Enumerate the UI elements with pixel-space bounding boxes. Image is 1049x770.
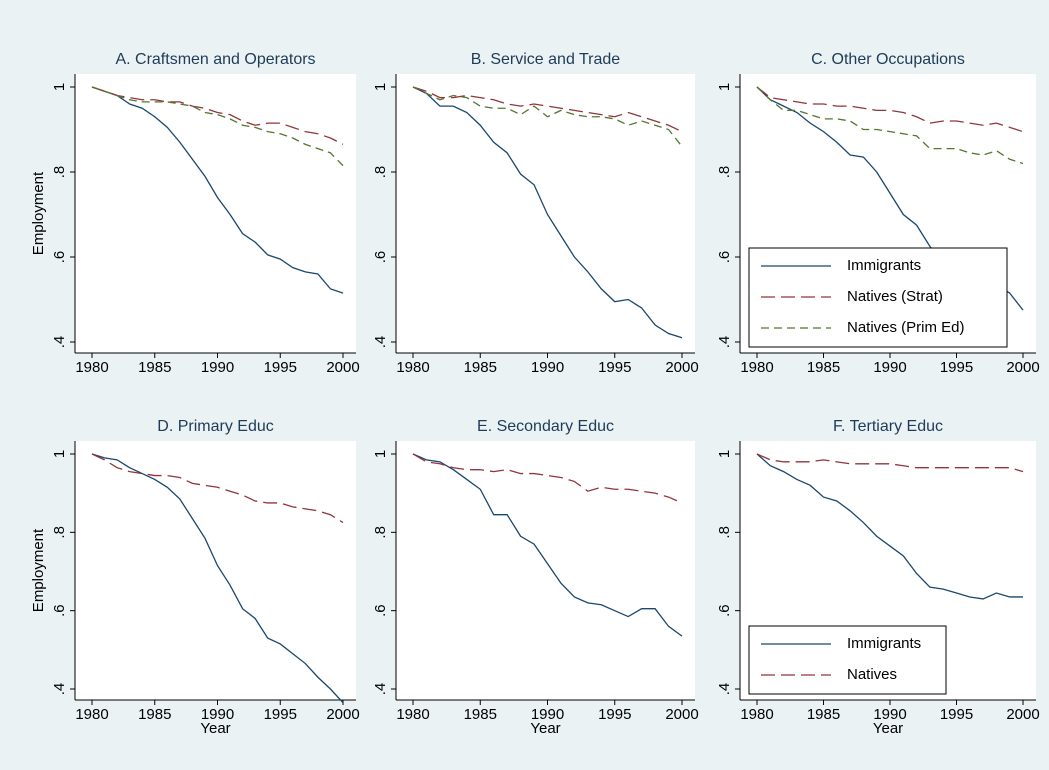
y-axis-label: Employment bbox=[30, 528, 47, 612]
x-tick-label: 1995 bbox=[598, 359, 631, 376]
x-tick-label: 1980 bbox=[75, 359, 108, 376]
x-tick-label: 1985 bbox=[464, 359, 497, 376]
x-tick-label: 1990 bbox=[201, 706, 234, 723]
y-tick-label: .6 bbox=[51, 604, 68, 617]
y-tick-label: .6 bbox=[51, 251, 68, 264]
series-line bbox=[756, 86, 1024, 133]
x-tick-label: 1985 bbox=[138, 706, 171, 723]
x-tick-label: 1995 bbox=[940, 706, 973, 723]
panel: E. Secondary Educ .4 .6 .8 1 1980 1985 1990 1995… bbox=[372, 418, 699, 737]
panel-title: F. Tertiary Educ bbox=[833, 418, 943, 435]
x-axis-label: Year bbox=[200, 720, 230, 737]
panel: F. Tertiary Educ .4 .6 .8 1 1980 1985 1990 1995 2… bbox=[716, 418, 1040, 737]
y-tick-label: .4 bbox=[51, 336, 68, 349]
x-tick-label: 2000 bbox=[665, 359, 698, 376]
series-line bbox=[91, 86, 344, 167]
y-tick-label: .8 bbox=[372, 166, 389, 179]
legend-label: Natives (Prim Ed) bbox=[847, 319, 965, 336]
panel-title: E. Secondary Educ bbox=[477, 418, 614, 435]
series-line bbox=[412, 86, 683, 147]
x-tick-label: 2000 bbox=[326, 359, 359, 376]
x-tick-label: 1980 bbox=[740, 359, 773, 376]
y-tick-label: 1 bbox=[51, 83, 68, 91]
legend: Immigrants Natives (Strat) Natives (Prim E… bbox=[748, 247, 1008, 348]
legend-label: Natives (Strat) bbox=[847, 288, 943, 305]
x-tick-label: 2000 bbox=[326, 706, 359, 723]
series-line bbox=[91, 86, 344, 145]
y-tick-label: 1 bbox=[716, 83, 733, 91]
x-tick-label: 2000 bbox=[1006, 359, 1039, 376]
panel-title: C. Other Occupations bbox=[811, 51, 965, 68]
series-line bbox=[91, 453, 344, 704]
x-tick-label: 1980 bbox=[396, 706, 429, 723]
x-tick-label: 1990 bbox=[531, 359, 564, 376]
series-line bbox=[412, 86, 683, 133]
series-line bbox=[91, 86, 344, 294]
y-tick-label: .6 bbox=[716, 251, 733, 264]
legend-box bbox=[748, 625, 947, 695]
x-tick-label: 1980 bbox=[396, 359, 429, 376]
y-tick-label: 1 bbox=[372, 83, 389, 91]
y-tick-label: 1 bbox=[716, 450, 733, 458]
x-tick-label: 1980 bbox=[75, 706, 108, 723]
x-tick-label: 1985 bbox=[138, 359, 171, 376]
y-tick-label: 1 bbox=[372, 450, 389, 458]
y-tick-label: .8 bbox=[51, 166, 68, 179]
panel: B. Service and Trade .4 .6 .8 1 1980 1985 1990 1… bbox=[372, 51, 699, 376]
y-tick-label: .8 bbox=[716, 166, 733, 179]
legend-label: Immigrants bbox=[847, 257, 921, 274]
legend: Immigrants Natives bbox=[748, 625, 947, 695]
y-tick-label: .6 bbox=[716, 604, 733, 617]
x-tick-label: 1990 bbox=[201, 359, 234, 376]
y-tick-label: .4 bbox=[51, 683, 68, 696]
y-tick-label: .4 bbox=[716, 336, 733, 349]
panel-title: D. Primary Educ bbox=[157, 418, 273, 435]
series-line bbox=[412, 453, 683, 504]
x-tick-label: 1985 bbox=[807, 706, 840, 723]
x-tick-label: 1990 bbox=[873, 706, 906, 723]
x-tick-label: 1995 bbox=[264, 706, 297, 723]
y-tick-label: .8 bbox=[372, 526, 389, 539]
panel: C. Other Occupations .4 .6 .8 1 1980 1985 1990 1… bbox=[716, 51, 1040, 376]
x-axis-label: Year bbox=[530, 720, 560, 737]
series-line bbox=[91, 453, 344, 524]
legend-label: Immigrants bbox=[847, 635, 921, 652]
x-tick-label: 1990 bbox=[531, 706, 564, 723]
y-tick-label: .8 bbox=[716, 526, 733, 539]
panel-title: A. Craftsmen and Operators bbox=[115, 51, 315, 68]
legend-label: Natives bbox=[847, 666, 897, 683]
series-line bbox=[412, 86, 683, 339]
y-tick-label: .4 bbox=[372, 336, 389, 349]
y-tick-label: .6 bbox=[372, 604, 389, 617]
x-tick-label: 2000 bbox=[665, 706, 698, 723]
x-tick-label: 2000 bbox=[1006, 706, 1039, 723]
y-tick-label: 1 bbox=[51, 450, 68, 458]
x-tick-label: 1995 bbox=[940, 359, 973, 376]
x-tick-label: 1985 bbox=[464, 706, 497, 723]
x-axis-label: Year bbox=[873, 720, 903, 737]
y-tick-label: .4 bbox=[372, 683, 389, 696]
x-tick-label: 1995 bbox=[264, 359, 297, 376]
plot-area bbox=[396, 441, 695, 700]
x-tick-label: 1985 bbox=[807, 359, 840, 376]
y-tick-label: .4 bbox=[716, 683, 733, 696]
series-line bbox=[412, 453, 683, 637]
series-line bbox=[756, 453, 1023, 600]
y-tick-label: .8 bbox=[51, 526, 68, 539]
x-tick-label: 1995 bbox=[598, 706, 631, 723]
x-tick-label: 1990 bbox=[873, 359, 906, 376]
panel: A. Craftsmen and Operators .4 .6 .8 1 1980 198… bbox=[30, 51, 360, 376]
series-line bbox=[756, 453, 1024, 473]
y-axis-label: Employment bbox=[30, 171, 47, 255]
plot-area bbox=[396, 74, 695, 353]
series-line bbox=[756, 86, 1024, 165]
y-tick-label: .6 bbox=[372, 251, 389, 264]
x-tick-label: 1980 bbox=[740, 706, 773, 723]
panel-title: B. Service and Trade bbox=[471, 51, 621, 68]
plot-area bbox=[75, 441, 356, 700]
panel: D. Primary Educ .4 .6 .8 1 1980 1985 1990 1995 20… bbox=[30, 418, 360, 737]
plot-area bbox=[75, 74, 356, 353]
